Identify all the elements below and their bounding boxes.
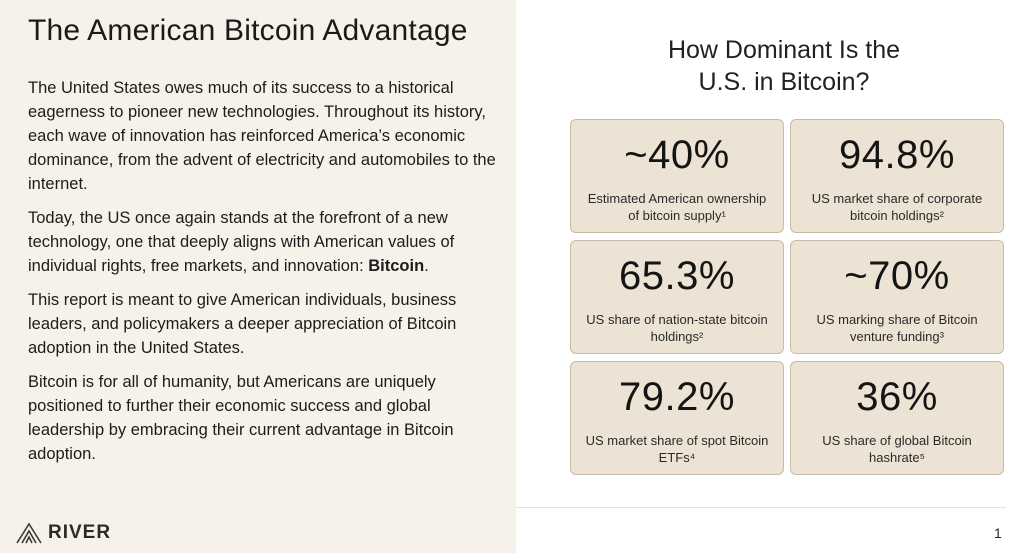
stat-value: ~70% xyxy=(844,254,950,298)
stat-label: US share of nation-state bitcoin holding… xyxy=(586,312,768,344)
stat-value: ~40% xyxy=(624,133,730,177)
stat-label: US share of global Bitcoin hashrate⁵ xyxy=(822,433,972,465)
stats-title-line-2: U.S. in Bitcoin? xyxy=(698,68,870,96)
footer-divider xyxy=(516,507,1006,508)
stat-label: US marking share of Bitcoin venture fund… xyxy=(816,312,978,344)
stats-grid: ~40% Estimated American ownership of bit… xyxy=(570,119,1004,475)
stat-label: US market share of spot Bitcoin ETFs⁴ xyxy=(585,433,769,465)
paragraph-2-end: . xyxy=(424,257,429,275)
stat-value: 65.3% xyxy=(619,254,735,298)
stat-label: US market share of corporate bitcoin hol… xyxy=(811,191,983,223)
stat-card-corporate: 94.8% US market share of corporate bitco… xyxy=(790,119,1004,233)
stats-title: How Dominant Is the U.S. in Bitcoin? xyxy=(584,34,984,98)
paragraph-1: The United States owes much of its succe… xyxy=(28,79,496,193)
stat-card-hashrate: 36% US share of global Bitcoin hashrate⁵ xyxy=(790,361,1004,475)
stat-value: 94.8% xyxy=(839,133,955,177)
intro-text: The United States owes much of its succe… xyxy=(28,76,498,476)
page-number: 1 xyxy=(994,525,1002,541)
stat-value: 79.2% xyxy=(619,375,735,419)
left-panel: The American Bitcoin Advantage The Unite… xyxy=(0,0,516,553)
paragraph-2: Today, the US once again stands at the f… xyxy=(28,206,498,278)
stats-title-line-1: How Dominant Is the xyxy=(667,36,901,64)
stat-card-nation-state: 65.3% US share of nation-state bitcoin h… xyxy=(570,240,784,354)
bitcoin-highlight: Bitcoin xyxy=(368,257,425,275)
stat-card-etf: 79.2% US market share of spot Bitcoin ET… xyxy=(570,361,784,475)
stat-label: Estimated American ownership of bitcoin … xyxy=(587,191,767,223)
river-mountain-icon xyxy=(16,522,42,544)
page-title: The American Bitcoin Advantage xyxy=(28,14,468,47)
stat-value: 36% xyxy=(856,375,938,419)
stat-card-venture: ~70% US marking share of Bitcoin venture… xyxy=(790,240,1004,354)
river-logo: RIVER xyxy=(16,522,111,544)
logo-text: RIVER xyxy=(48,522,112,543)
paragraph-4: Bitcoin is for all of humanity, but Amer… xyxy=(28,373,454,463)
stat-card-ownership: ~40% Estimated American ownership of bit… xyxy=(570,119,784,233)
paragraph-2-text: Today, the US once again stands at the f… xyxy=(28,209,455,275)
paragraph-3: This report is meant to give American in… xyxy=(28,291,457,357)
